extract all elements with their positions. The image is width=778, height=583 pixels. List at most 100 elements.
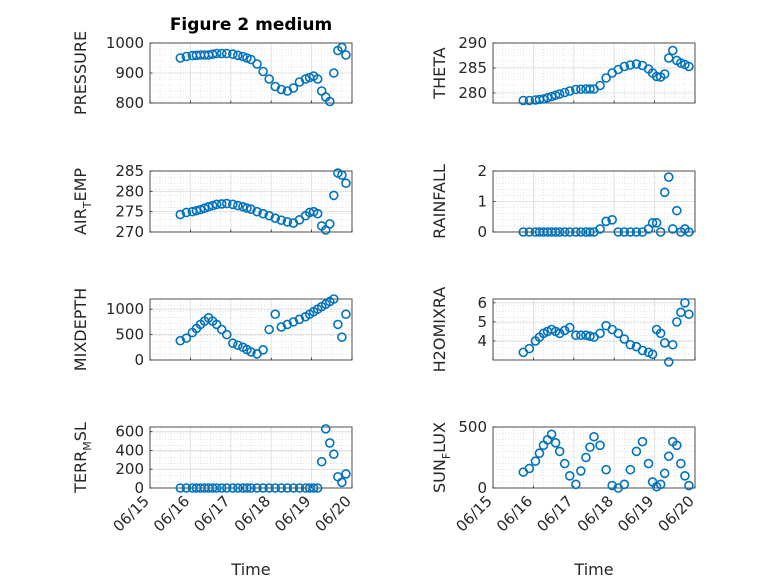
data-point (595, 440, 605, 451)
data-point (264, 483, 274, 493)
y-tick-label: 800 (115, 94, 144, 112)
y-axis-label: THETA (430, 47, 449, 99)
data-point (607, 480, 617, 491)
x-tick-label: 06/15 (453, 492, 496, 535)
y-axis-label: AIRTEMP (71, 168, 94, 235)
data-point (207, 200, 218, 211)
x-tick-label: 06/16 (150, 492, 193, 535)
data-point (676, 458, 686, 469)
data-point (324, 219, 335, 229)
y-tick-label: 285 (458, 59, 487, 77)
data-point (601, 464, 611, 475)
y-tick-label: 6 (477, 294, 487, 312)
data-point (530, 456, 541, 466)
data-point (631, 446, 642, 457)
figure-title: Figure 2 medium (170, 15, 332, 35)
data-point (554, 328, 565, 339)
data-point (625, 60, 636, 70)
data-point (667, 45, 678, 56)
data-point (601, 216, 611, 227)
data-point (571, 227, 581, 237)
data-point (684, 309, 694, 320)
data-point (181, 51, 192, 62)
data-point (294, 483, 305, 493)
data-point (320, 424, 331, 434)
data-point (175, 53, 186, 63)
data-point (607, 215, 617, 225)
data-point (252, 206, 262, 217)
data-point (672, 317, 682, 327)
data-point (216, 48, 227, 59)
data-point (270, 483, 281, 493)
data-point (564, 227, 575, 237)
data-point (288, 317, 299, 327)
data-point (242, 483, 252, 493)
data-point (571, 330, 581, 341)
data-point (216, 324, 227, 335)
y-axis-label: PRESSURE (71, 31, 90, 115)
data-point (333, 319, 343, 330)
data-point (246, 347, 256, 357)
x-tick-label: 06/20 (655, 492, 698, 535)
data-point (631, 227, 642, 237)
data-point (559, 227, 570, 237)
data-point (270, 213, 281, 223)
axes-box (492, 42, 696, 104)
x-tick-label: 06/17 (533, 492, 576, 535)
data-point (181, 483, 192, 493)
data-point (595, 80, 605, 91)
data-point (181, 207, 192, 218)
y-tick-label: 500 (115, 326, 144, 344)
data-point (246, 204, 256, 215)
data-point (175, 209, 186, 220)
subplot-h2omixra: 456 H2OMIXRA (430, 287, 696, 372)
y-tick-label: 270 (115, 223, 144, 241)
data-point (655, 328, 666, 339)
data-point (282, 319, 293, 330)
data-point (341, 309, 351, 320)
data-point (524, 463, 535, 474)
y-tick-label: 5 (477, 313, 487, 331)
subplot-terr-msl: 0200400600TERRMSL06/1506/1606/1706/1806/… (71, 422, 355, 535)
data-point (276, 215, 287, 226)
data-point (659, 69, 670, 79)
x-tick-label: 06/18 (231, 492, 274, 535)
y-tick-label: 0 (134, 351, 144, 369)
data-point (264, 210, 274, 221)
data-point (207, 483, 218, 493)
data-point (333, 471, 343, 482)
data-point (663, 451, 674, 462)
data-point (625, 227, 636, 237)
data-point (288, 83, 299, 93)
data-point (576, 84, 586, 95)
data-point (619, 227, 630, 237)
data-point (270, 309, 281, 320)
subplot-sun-flux: 0 500 SUNFLUX06/1506/1606/1706/1806/1906/2… (430, 418, 698, 535)
data-point (524, 343, 535, 354)
data-point (564, 322, 575, 333)
y-axis-label: TERRMSL (71, 422, 94, 494)
data-point (258, 483, 268, 493)
y-tick-label: 280 (458, 84, 487, 102)
y-tick-label: 290 (458, 34, 487, 52)
data-point (663, 53, 674, 63)
data-point (613, 328, 624, 339)
y-tick-label: 0 (477, 479, 487, 497)
y-axis-label: SUNFLUX (430, 422, 453, 493)
data-point (659, 338, 670, 348)
data-point (655, 227, 666, 237)
data-point (312, 483, 323, 493)
data-point (308, 483, 319, 493)
data-point (337, 332, 347, 342)
data-point (221, 48, 232, 59)
data-point (242, 203, 252, 213)
y-tick-label: 1000 (106, 34, 144, 52)
data-point (341, 178, 351, 188)
x-tick-label: 06/16 (493, 492, 536, 535)
data-point (524, 95, 535, 106)
data-point (595, 328, 605, 339)
y-tick-label: 2 (477, 162, 487, 180)
data-point (647, 349, 658, 360)
data-point (684, 227, 694, 237)
data-point (667, 339, 678, 350)
